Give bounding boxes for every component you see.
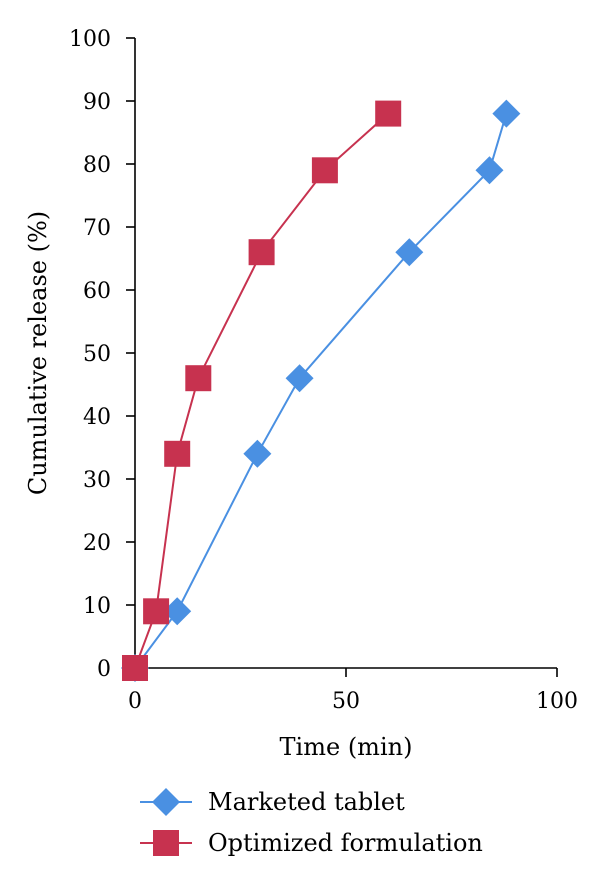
legend-item: Marketed tablet [140,788,405,816]
legend-diamond-marker [152,788,180,816]
diamond-point [395,238,424,267]
x-tick-label: 0 [128,689,142,714]
y-tick-label: 10 [83,594,111,619]
diamond-point [475,156,504,185]
y-tick-label: 70 [83,216,111,241]
square-point [185,365,212,392]
legend-label: Marketed tablet [208,788,405,816]
y-tick-label: 60 [83,279,111,304]
square-point [164,440,191,467]
y-tick-label: 40 [83,405,111,430]
series-marketed-tablet [121,99,521,682]
y-tick-label: 30 [83,468,111,493]
y-tick-label: 90 [83,90,111,115]
square-point [248,239,275,266]
y-tick-label: 20 [83,531,111,556]
y-tick-label: 0 [97,657,111,682]
y-axis-title: Cumulative release (%) [24,211,52,495]
legend-label: Optimized formulation [208,829,483,857]
diamond-point [243,439,272,468]
x-ticks: 0 50 100 [128,668,578,714]
axes [134,38,557,669]
square-point [375,100,402,127]
series-layer [121,99,521,682]
x-axis-title: Time (min) [280,733,413,761]
series-line [134,112,389,669]
diamond-point [163,597,192,626]
square-point [122,655,148,681]
legend-item: Optimized formulation [140,829,483,857]
legend: Marketed tablet Optimized formulation [140,788,483,857]
legend-square-marker [153,830,179,856]
y-tick-label: 80 [83,153,111,178]
diamond-point [492,99,521,128]
y-tick-label: 50 [83,342,111,367]
square-point [143,598,170,625]
x-tick-label: 50 [332,689,360,714]
y-ticks: 0 10 20 30 40 50 60 70 80 90 100 [69,27,135,682]
y-tick-label: 100 [69,27,111,52]
series-optimized-formulation [122,100,402,681]
diamond-point [285,364,314,393]
square-point [311,157,338,184]
x-tick-label: 100 [536,689,578,714]
